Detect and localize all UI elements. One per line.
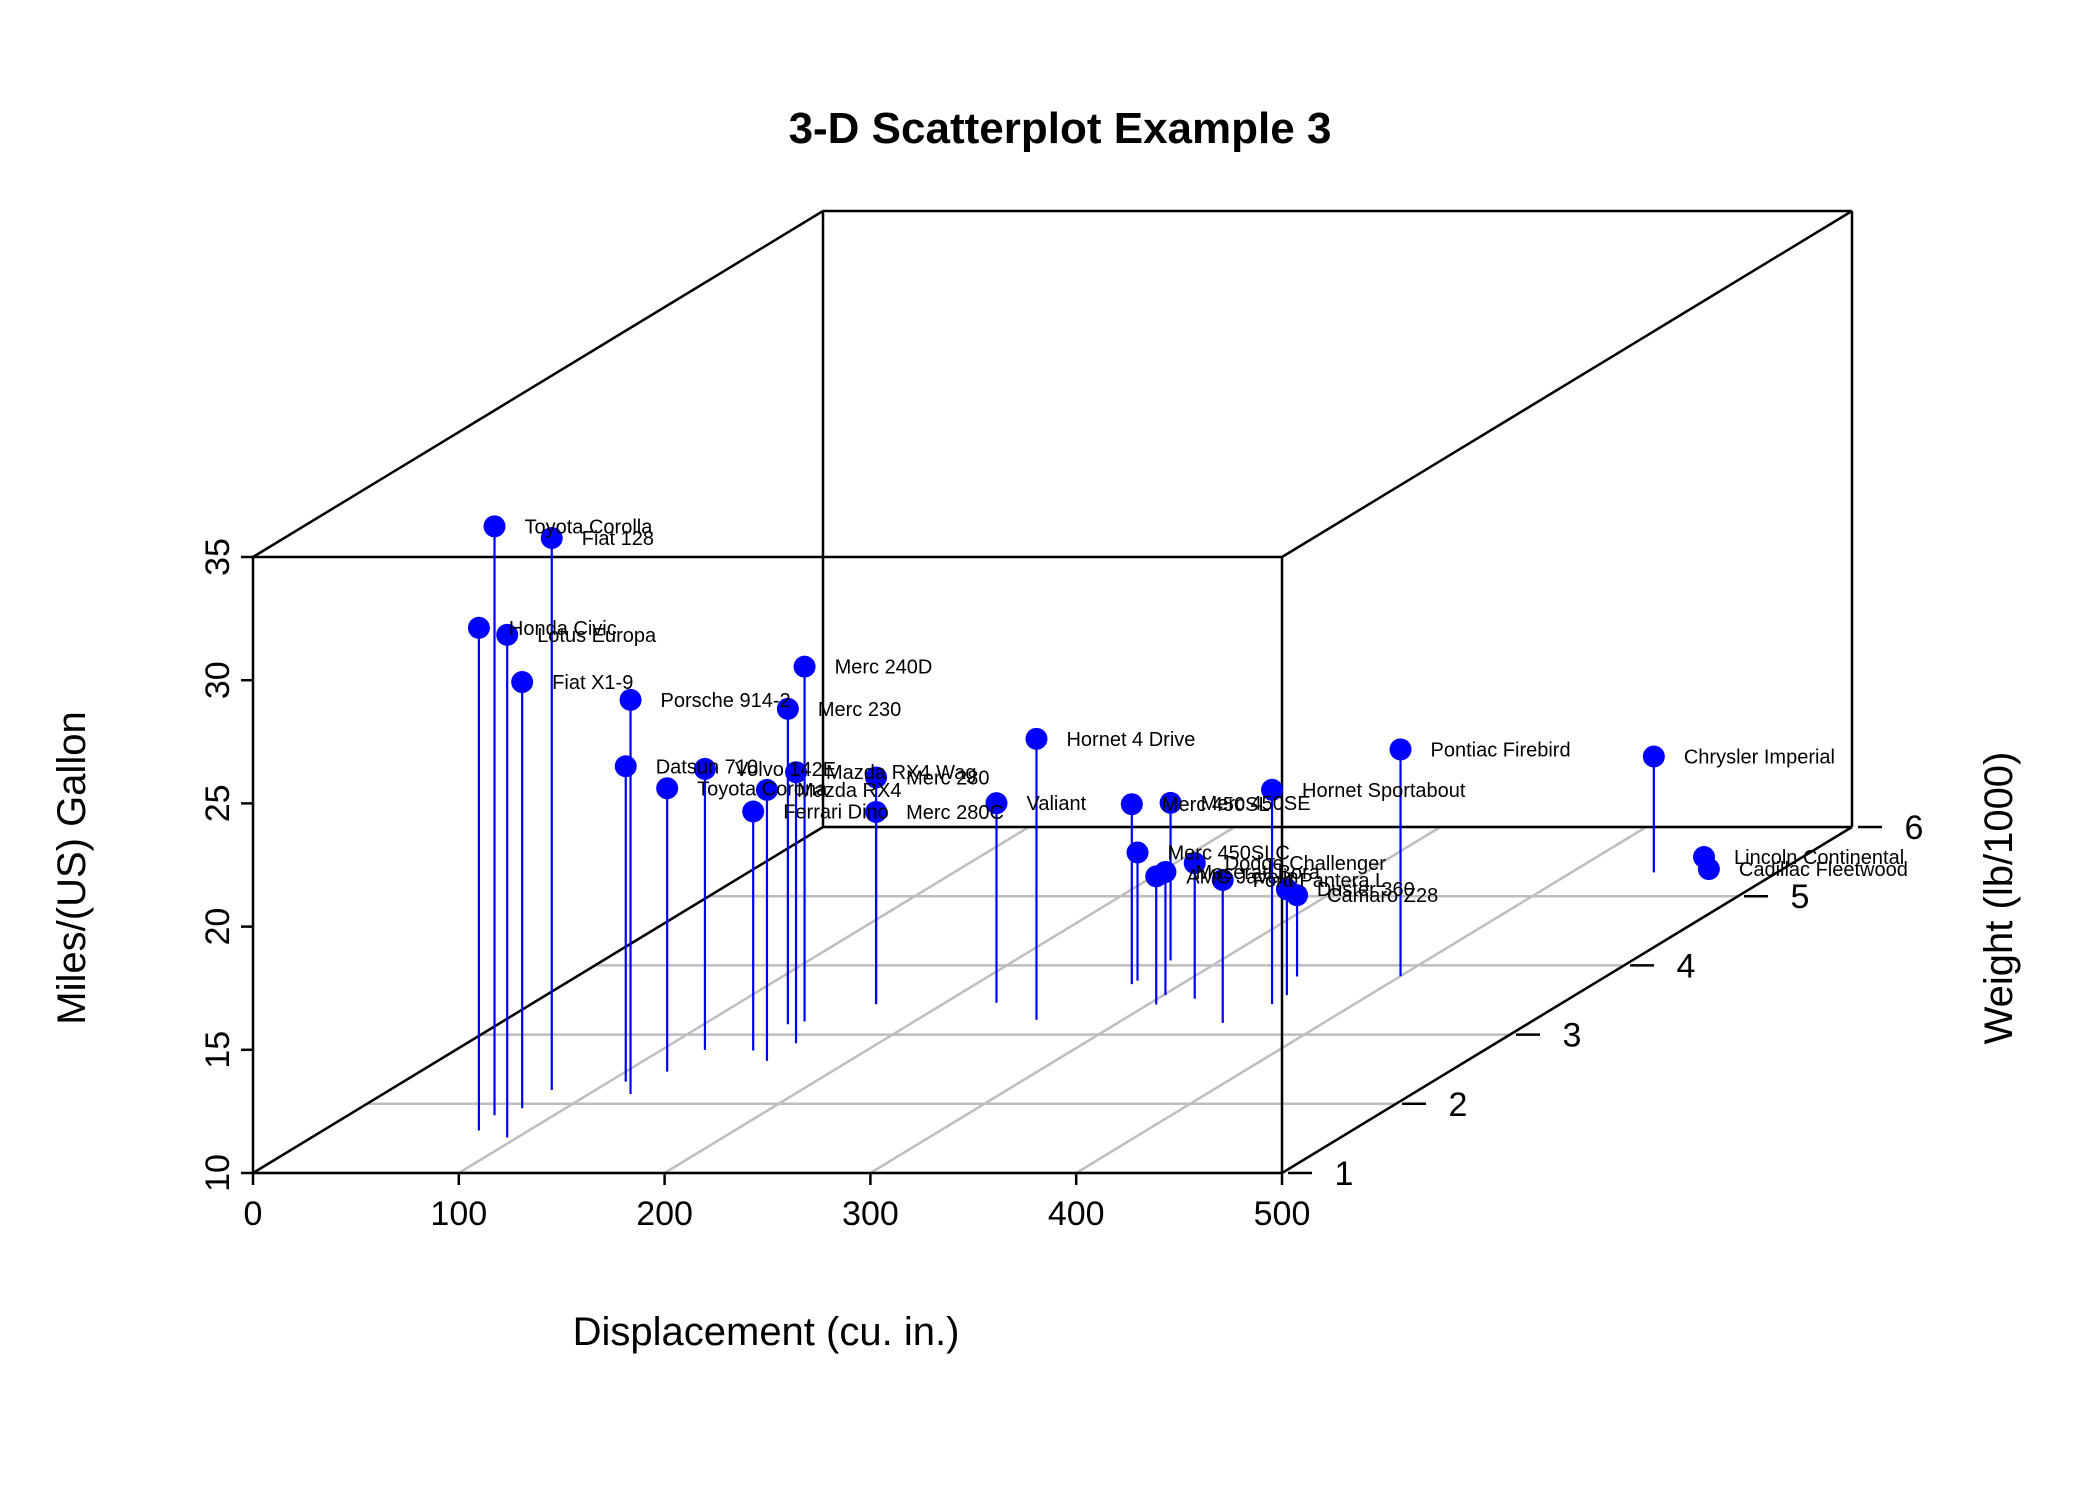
point-label: Merc 280C (906, 802, 1004, 824)
x-axis-label: Displacement (cu. in.) (573, 1310, 960, 1354)
data-point (785, 761, 808, 784)
data-point (1211, 868, 1234, 891)
point-label: AMC Javelin (1186, 866, 1298, 888)
point-label: Mazda RX4 Wag (826, 762, 976, 784)
point-label: Ford Pantera L (1253, 870, 1386, 892)
data-point (1642, 745, 1665, 768)
point-label: Cadillac Fleetwood (1739, 859, 1908, 881)
data-point (540, 527, 563, 550)
data-point (865, 800, 888, 823)
y-tick-label: 1 (1335, 1155, 1354, 1193)
data-point (483, 515, 506, 538)
floor-grid-line-x (1075, 825, 1647, 1175)
data-point (467, 616, 490, 639)
data-point (1120, 793, 1143, 816)
y-tick-label: 3 (1563, 1017, 1582, 1055)
point-label: Honda Civic (509, 618, 617, 640)
point-label: Merc 450SLC (1168, 842, 1290, 864)
y-tick-label: 2 (1449, 1086, 1468, 1124)
point-label: Lotus Europa (537, 625, 657, 647)
x-tick-label: 0 (244, 1195, 263, 1233)
x-tick-label: 400 (1048, 1195, 1105, 1233)
point-label: Fiat 128 (582, 528, 654, 550)
x-tick-label: 100 (430, 1195, 487, 1233)
chart-title: 3-D Scatterplot Example 3 (789, 104, 1332, 153)
data-point (656, 777, 679, 800)
z-tick-label: 10 (199, 1154, 237, 1192)
z-tick-label: 30 (199, 661, 237, 699)
data-point (511, 671, 534, 694)
data-point (496, 623, 519, 646)
point-label: Pontiac Firebird (1431, 739, 1571, 761)
data-point (693, 757, 716, 780)
floor-grid (252, 825, 1853, 1175)
box-edge (1281, 209, 1853, 559)
data-point (1261, 778, 1284, 801)
data-point (1697, 858, 1720, 881)
point-label: Mazda RX4 (797, 780, 902, 802)
point-label: Toyota Corolla (525, 516, 654, 538)
box-edge (252, 209, 824, 559)
box-edge (1281, 825, 1853, 1175)
point-label: Hornet 4 Drive (1066, 729, 1195, 751)
point-label: Datsun 710 (656, 756, 758, 778)
z-tick-label: 20 (199, 908, 237, 946)
x-tick-label: 500 (1254, 1195, 1311, 1233)
point-label: Merc 450SE (1201, 793, 1311, 815)
data-point (1275, 878, 1298, 901)
data-point (1145, 865, 1168, 888)
point-label: Porsche 914-2 (661, 690, 791, 712)
data-point (776, 697, 799, 720)
box-edge (252, 825, 824, 1175)
data-point (1183, 852, 1206, 875)
point-label: Duster 360 (1317, 879, 1415, 901)
z-tick-label: 25 (199, 784, 237, 822)
data-point (1159, 791, 1182, 814)
y-tick-label: 4 (1677, 947, 1696, 985)
x-tick-label: 300 (842, 1195, 899, 1233)
point-label: Valiant (1026, 793, 1086, 815)
point-label: Ferrari Dino (783, 802, 889, 824)
data-point (1025, 727, 1048, 750)
point-label: Merc 280 (906, 767, 989, 789)
floor-grid-line-x (663, 825, 1236, 1175)
data-point (1126, 841, 1149, 864)
point-label: Volvo 142E (735, 759, 836, 781)
y-tick-label: 5 (1791, 878, 1810, 916)
z-tick-label: 35 (199, 538, 237, 576)
data-point (755, 778, 778, 801)
point-label: Lincoln Continental (1734, 847, 1904, 869)
data-points (467, 515, 1720, 907)
data-point (614, 755, 637, 778)
data-point (742, 800, 765, 823)
floor-grid-line-x (458, 825, 1030, 1175)
point-label: Toyota Corona (697, 778, 828, 800)
x-tick-label: 200 (636, 1195, 693, 1233)
box-frame (251, 209, 1854, 1175)
point-label: Maserati Bora (1195, 862, 1320, 884)
point-label: Chrysler Imperial (1684, 747, 1835, 769)
point-label: Merc 450SL (1162, 794, 1270, 816)
y-axis-label: Weight (lb/1000) (1977, 752, 2021, 1045)
point-label: Camaro Z28 (1327, 885, 1438, 907)
z-tick-label: 15 (199, 1031, 237, 1069)
data-point (793, 655, 816, 678)
point-label: Dodge Challenger (1225, 853, 1387, 875)
z-axis-label: Miles/(US) Gallon (50, 711, 94, 1024)
data-point (1389, 738, 1412, 761)
data-point (619, 688, 642, 711)
data-point (985, 792, 1008, 815)
y-tick-label: 6 (1905, 809, 1924, 847)
point-label: Merc 230 (818, 699, 901, 721)
drop-lines (477, 526, 1710, 1138)
point-label: Fiat X1-9 (552, 672, 633, 694)
data-point (865, 766, 888, 789)
point-label: Hornet Sportabout (1302, 780, 1466, 802)
point-label: Merc 240D (835, 657, 933, 679)
axis-ticks: 0 100 200 300 400 500 10 15 20 25 30 35 1 2 3 4 5 6 (199, 538, 1923, 1233)
point-labels: Lincoln Continental Chrysler Imperial Cadi… (509, 516, 1908, 907)
